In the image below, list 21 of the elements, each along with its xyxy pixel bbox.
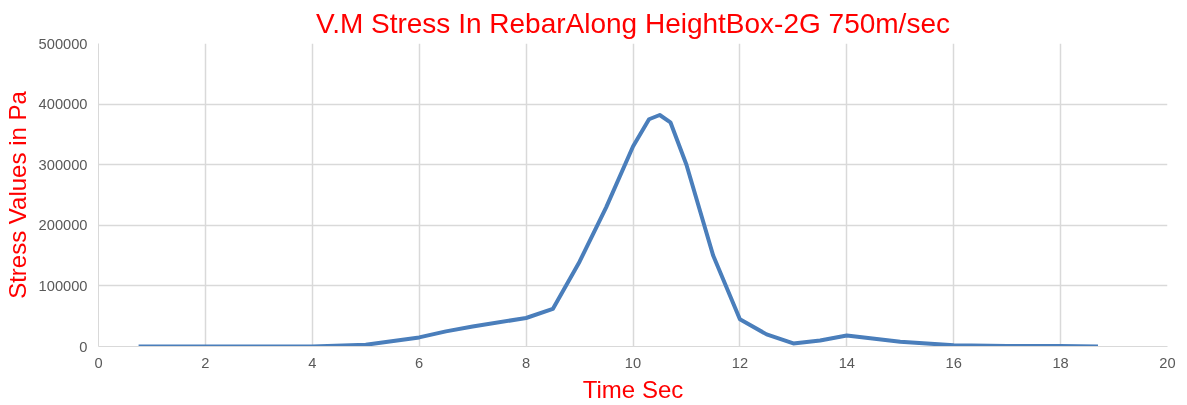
y-tick-label: 300000 <box>38 156 88 173</box>
y-axis-title: Stress Values in Pa <box>3 90 31 299</box>
x-tick-label: 8 <box>522 354 531 371</box>
y-tick-label: 500000 <box>38 35 88 52</box>
y-tick-label: 200000 <box>38 217 88 234</box>
x-tick-label: 16 <box>945 354 962 371</box>
y-tick-label: 400000 <box>38 96 88 113</box>
x-tick-label: 10 <box>624 354 642 371</box>
x-tick-label: 18 <box>1052 354 1069 371</box>
y-tick-label: 100000 <box>38 277 88 294</box>
x-tick-label: 2 <box>201 354 210 371</box>
line-series <box>136 113 1101 347</box>
y-tick-label: 0 <box>79 338 88 355</box>
chart-title: V.M Stress In RebarAlong HeightBox-2G 750m/sec <box>316 7 950 39</box>
x-tick-label: 20 <box>1159 354 1176 371</box>
x-tick-label: 14 <box>838 354 855 371</box>
x-axis-title: Time Sec <box>582 375 684 403</box>
x-tick-label: 4 <box>308 354 317 371</box>
x-tick-label: 6 <box>415 354 424 371</box>
x-tick-label: 0 <box>94 354 103 371</box>
x-tick-label: 12 <box>731 354 749 371</box>
